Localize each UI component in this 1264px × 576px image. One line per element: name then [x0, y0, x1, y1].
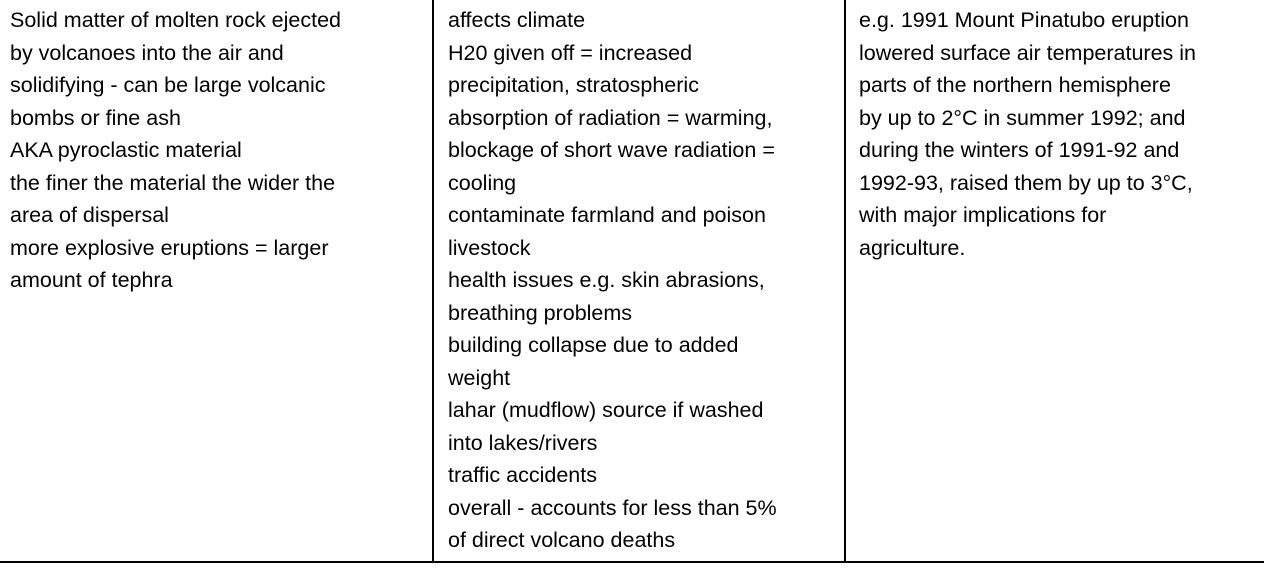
cell-text-line: by up to 2°C in summer 1992; and [859, 105, 1186, 130]
cell-text-line: cooling [448, 170, 517, 195]
cell-text-line: lahar (mudflow) source if washed [448, 398, 764, 422]
tephra-table: Solid matter of molten rock ejected by v… [0, 0, 1264, 563]
cell-text-line: AKA pyroclastic material [10, 138, 242, 162]
cell-text-line: building collapse due to added [448, 333, 739, 357]
cell-text-line: Solid matter of molten rock ejected [10, 8, 342, 32]
cell-text-line: by volcanoes into the air and [10, 40, 284, 65]
cell-text-line: H20 given off = increased [448, 40, 693, 65]
cell-text-line: overall - accounts for less than 5% [448, 495, 777, 520]
cell-text-line: traffic accidents [448, 463, 597, 487]
tephra-definition-cell: Solid matter of molten rock ejected by v… [0, 0, 432, 561]
cell-text-line: solidifying - can be large volcanic [10, 73, 326, 97]
cell-text-line: the finer the material the wider the [10, 170, 336, 195]
cell-text-line: contaminate farmland and poison [448, 203, 766, 227]
tephra-impacts-cell: affects climate H20 given off = increase… [432, 0, 844, 561]
cell-text-line: livestock [448, 235, 531, 260]
cell-text-line: lowered surface air temperatures in [859, 40, 1196, 65]
cell-text-line: precipitation, stratospheric [448, 73, 699, 97]
cell-text-line: area of dispersal [10, 203, 169, 227]
cell-text-line: into lakes/rivers [448, 430, 598, 455]
cell-text-line: health issues e.g. skin abrasions, [448, 268, 765, 292]
cell-text-line: affects climate [448, 8, 586, 32]
cell-text-line: e.g. 1991 Mount Pinatubo eruption [859, 8, 1189, 32]
cell-text-line: absorption of radiation = warming, [448, 105, 773, 130]
cell-text-line: agriculture. [859, 235, 966, 260]
cell-text-line: more explosive eruptions = larger [10, 235, 329, 260]
cell-text-line: 1992-93, raised them by up to 3°C, [859, 170, 1193, 195]
cell-text-line: blockage of short wave radiation = [448, 138, 775, 162]
cell-text-line: breathing problems [448, 300, 633, 325]
cell-text-line: parts of the northern hemisphere [859, 73, 1171, 97]
cell-text-line: amount of tephra [10, 268, 173, 292]
cell-text-line: weight [448, 365, 511, 390]
cell-text-line: of direct volcano deaths [448, 528, 676, 552]
cell-text-line: with major implications for [859, 203, 1107, 227]
cell-text-line: during the winters of 1991-92 and [859, 138, 1180, 162]
cell-text-line: bombs or fine ash [10, 105, 181, 130]
tephra-example-cell: e.g. 1991 Mount Pinatubo eruption lowere… [844, 0, 1264, 561]
